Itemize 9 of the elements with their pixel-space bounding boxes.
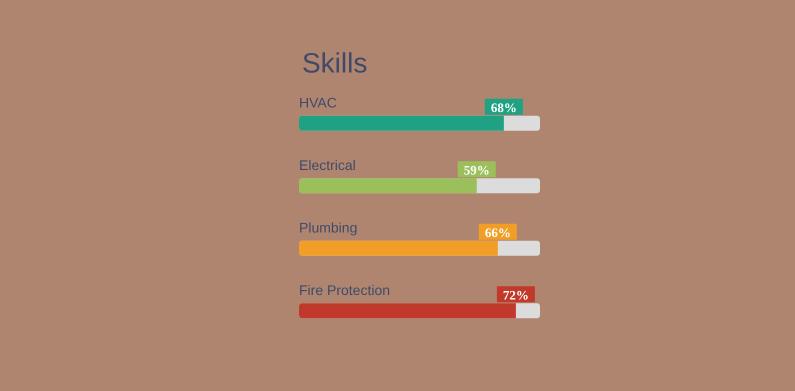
data-label: 66% bbox=[484, 224, 511, 240]
chart-title: Skills bbox=[302, 48, 368, 78]
data-label: 59% bbox=[464, 162, 490, 178]
y-tick-label: Fire Protection bbox=[299, 282, 390, 298]
data-label: 68% bbox=[490, 100, 517, 115]
y-tick-label: Plumbing bbox=[299, 219, 358, 236]
data-label: 72% bbox=[502, 287, 529, 302]
y-tick-label: HVAC bbox=[299, 94, 337, 110]
y-tick-label: Electrical bbox=[299, 156, 356, 173]
